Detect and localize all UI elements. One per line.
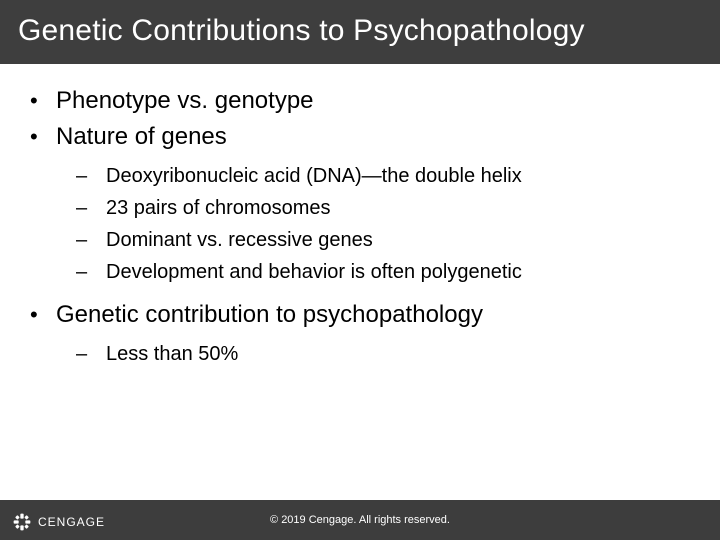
sub-text: Development and behavior is often polyge… — [106, 258, 522, 286]
sub-item: – Development and behavior is often poly… — [76, 258, 692, 286]
sub-item: – 23 pairs of chromosomes — [76, 194, 692, 222]
sub-marker: – — [76, 258, 106, 286]
copyright-text: © 2019 Cengage. All rights reserved. — [270, 514, 450, 526]
bullet-text: Phenotype vs. genotype — [56, 86, 314, 116]
bullet-marker: • — [28, 122, 56, 152]
bullet-marker: • — [28, 86, 56, 116]
slide-content: • Phenotype vs. genotype • Nature of gen… — [0, 64, 720, 368]
sub-marker: – — [76, 226, 106, 254]
sub-text: Dominant vs. recessive genes — [106, 226, 373, 254]
sub-item: – Dominant vs. recessive genes — [76, 226, 692, 254]
sub-text: Deoxyribonucleic acid (DNA)—the double h… — [106, 162, 522, 190]
bullet-marker: • — [28, 300, 56, 330]
sub-text: Less than 50% — [106, 340, 238, 368]
sub-item: – Deoxyribonucleic acid (DNA)—the double… — [76, 162, 692, 190]
slide-title: Genetic Contributions to Psychopathology — [18, 14, 702, 48]
bullet-item: • Genetic contribution to psychopatholog… — [28, 300, 692, 330]
sub-marker: – — [76, 162, 106, 190]
bullet-text: Nature of genes — [56, 122, 227, 152]
bullet-item: • Nature of genes — [28, 122, 692, 152]
bullet-text: Genetic contribution to psychopathology — [56, 300, 483, 330]
sub-text: 23 pairs of chromosomes — [106, 194, 331, 222]
brand-logo: CENGAGE — [12, 512, 105, 532]
bullet-item: • Phenotype vs. genotype — [28, 86, 692, 116]
sub-marker: – — [76, 340, 106, 368]
sub-marker: – — [76, 194, 106, 222]
brand-text: CENGAGE — [38, 515, 105, 529]
sub-list: – Less than 50% — [76, 340, 692, 368]
sub-list: – Deoxyribonucleic acid (DNA)—the double… — [76, 162, 692, 286]
cengage-icon — [12, 512, 32, 532]
footer-band: CENGAGE © 2019 Cengage. All rights reser… — [0, 500, 720, 540]
header-band: Genetic Contributions to Psychopathology — [0, 0, 720, 64]
sub-item: – Less than 50% — [76, 340, 692, 368]
